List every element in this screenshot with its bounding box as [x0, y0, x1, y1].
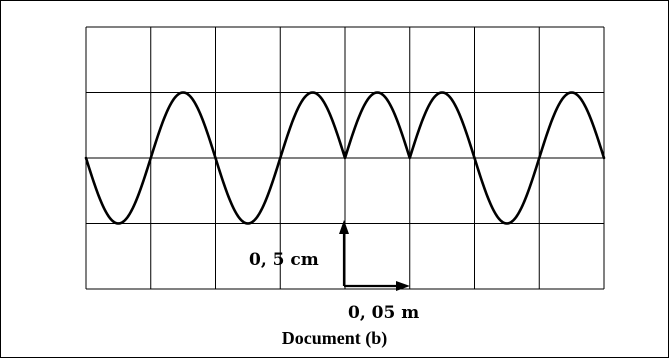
figure-caption: Document (b) [281, 328, 388, 348]
vertical-scale-label: 0, 5 cm [249, 250, 319, 270]
horizontal-scale-label: 0, 05 m [348, 303, 419, 323]
wave-curve [84, 91, 606, 225]
horizontal-scale-arrow [344, 281, 410, 291]
vertical-scale-arrow [339, 220, 349, 286]
